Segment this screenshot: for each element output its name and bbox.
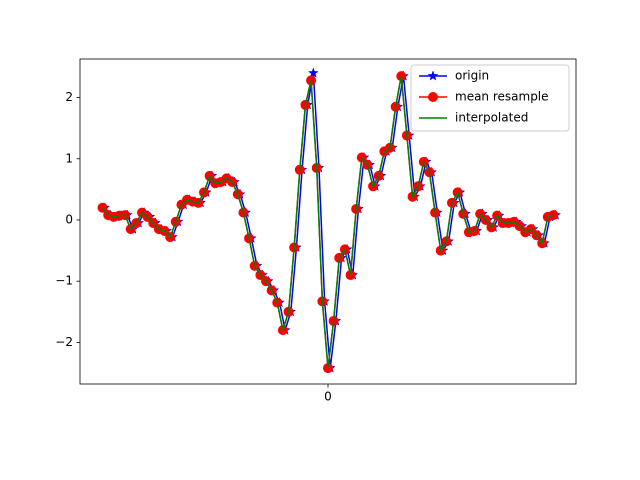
marker bbox=[548, 210, 559, 221]
legend-label: origin bbox=[455, 69, 489, 83]
y-tick-label: −2 bbox=[55, 335, 73, 349]
plot-frame bbox=[79, 58, 577, 385]
y-tick-label: −1 bbox=[55, 274, 73, 288]
y-tick-label: 2 bbox=[65, 90, 73, 104]
y-tick-label: 1 bbox=[65, 151, 73, 165]
marker bbox=[307, 67, 319, 78]
series-line bbox=[101, 76, 554, 369]
legend-marker bbox=[428, 92, 438, 102]
y-tick-label: 0 bbox=[65, 212, 73, 226]
legend-box bbox=[410, 64, 570, 132]
legend-label: mean resample bbox=[455, 90, 549, 104]
legend-marker bbox=[427, 70, 439, 81]
x-tick-label: 0 bbox=[324, 390, 332, 404]
legend-label: interpolated bbox=[455, 111, 528, 125]
